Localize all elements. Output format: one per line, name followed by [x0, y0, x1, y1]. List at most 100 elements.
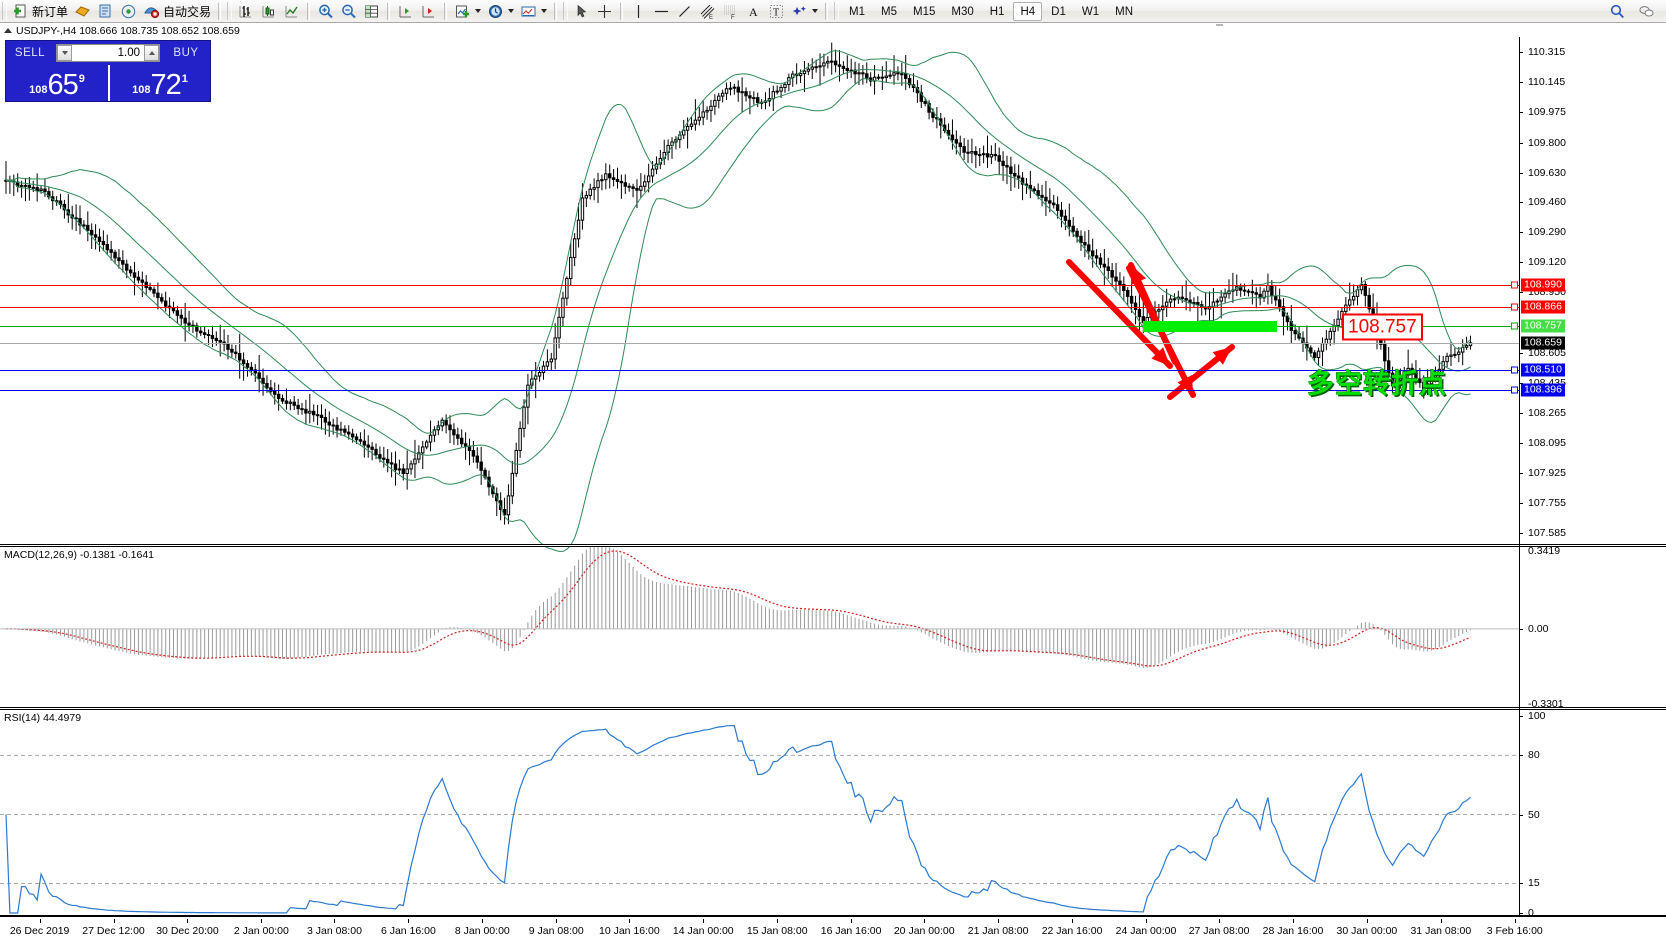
horizontal-line-button[interactable] — [650, 1, 673, 22]
price-level-handle[interactable] — [1511, 281, 1518, 289]
buy-button[interactable]: BUY — [173, 47, 199, 59]
toolbar-grip-2[interactable] — [227, 2, 233, 20]
green-highlight-bar[interactable] — [1143, 321, 1277, 332]
time-tick-label: 20 Jan 00:00 — [893, 925, 955, 937]
time-tick-label: 6 Jan 16:00 — [380, 925, 436, 937]
price-level-line[interactable] — [0, 307, 1519, 309]
objects-button[interactable] — [788, 1, 821, 22]
time-scale[interactable]: 26 Dec 2019 27 Dec 12:00 30 Dec 20:00 2 Jan… — [0, 919, 1666, 945]
timeframe-mn-button[interactable]: MN — [1115, 5, 1133, 18]
chevron-down-icon[interactable] — [475, 9, 482, 13]
volume-decrease-button[interactable] — [57, 45, 72, 61]
price-level-line[interactable] — [0, 369, 1519, 371]
floating-price-tag[interactable]: 108.757 — [1342, 313, 1423, 341]
price-level-line[interactable] — [0, 389, 1519, 391]
sell-button[interactable]: SELL — [14, 47, 46, 59]
period-button[interactable] — [484, 1, 517, 22]
time-tick — [851, 919, 853, 923]
toolbar-grip[interactable] — [2, 2, 7, 20]
chart-text-annotation[interactable]: 多空转折点 — [1307, 369, 1447, 399]
buy-price-integer: 108 — [132, 84, 151, 96]
collapse-triangle-icon[interactable] — [4, 28, 12, 33]
macd-tick-label: -0.3301 — [1528, 698, 1564, 710]
price-tick-label: 110.145 — [1528, 75, 1566, 88]
price-level-tag[interactable]: 108.396 — [1521, 383, 1565, 397]
new-order-button[interactable]: 新订单 — [9, 1, 71, 22]
price-level-handle[interactable] — [1511, 303, 1518, 311]
zoom-out-button[interactable] — [337, 1, 360, 22]
data-window-button[interactable] — [360, 1, 383, 22]
chart-shift-button[interactable] — [394, 1, 417, 22]
toolbar-grip-3[interactable] — [563, 2, 569, 20]
pane-separator-macd-rsi — [0, 707, 1666, 710]
time-tick — [1072, 919, 1074, 923]
vertical-line-button[interactable] — [627, 1, 650, 22]
volume-input[interactable]: 1.00 — [117, 47, 140, 59]
price-tick — [1519, 232, 1523, 234]
price-level-tag[interactable]: 108.659 — [1521, 336, 1565, 350]
autotrading-button[interactable]: 自动交易 — [140, 1, 214, 22]
svg-text:E: E — [709, 15, 713, 20]
price-level-line[interactable] — [0, 343, 1519, 345]
timeframe-m5-button[interactable]: M5 — [881, 5, 897, 18]
candlestick-chart-button[interactable] — [257, 1, 280, 22]
templates-button[interactable] — [517, 1, 550, 22]
time-tick-label: 26 Dec 2019 — [9, 925, 70, 937]
price-level-line[interactable] — [0, 285, 1519, 287]
buy-price-display[interactable]: 108 72 1 — [108, 65, 210, 101]
text-button[interactable]: A — [742, 1, 765, 22]
fibonacci-button[interactable]: F — [719, 1, 742, 22]
toolbar-grip-4[interactable] — [834, 2, 840, 20]
data-center-button[interactable] — [94, 1, 117, 22]
price-tick — [1519, 292, 1523, 294]
price-tick-label: 108.095 — [1528, 436, 1566, 449]
auto-scroll-button[interactable] — [417, 1, 440, 22]
timeframe-h4-button[interactable]: H4 — [1013, 1, 1043, 21]
timeframe-m1-button[interactable]: M1 — [849, 5, 866, 18]
one-click-trading-panel[interactable]: SELL 1.00 BUY 108 65 9 108 72 1 — [5, 40, 211, 102]
price-level-tag[interactable]: 108.866 — [1521, 300, 1565, 314]
volume-stepper[interactable]: 1.00 — [56, 44, 160, 62]
rsi-tick-label: 0 — [1528, 907, 1534, 919]
price-level-handle[interactable] — [1511, 386, 1518, 394]
price-level-handle[interactable] — [1511, 322, 1518, 330]
price-level-tag[interactable]: 108.990 — [1521, 278, 1565, 292]
time-tick — [39, 919, 41, 923]
zoom-in-button[interactable] — [314, 1, 337, 22]
time-tick-label: 28 Jan 16:00 — [1262, 925, 1324, 937]
price-tick — [1519, 142, 1523, 144]
expert-advisor-button[interactable] — [71, 1, 94, 22]
text-label-button[interactable]: T — [765, 1, 788, 22]
signals-button[interactable] — [117, 1, 140, 22]
volume-increase-button[interactable] — [144, 45, 159, 61]
timeframe-h1-button[interactable]: H1 — [989, 5, 1005, 18]
price-tick-label: 109.630 — [1528, 166, 1566, 179]
crosshair-button[interactable] — [593, 1, 616, 22]
cursor-button[interactable] — [570, 1, 593, 22]
trendline-button[interactable] — [673, 1, 696, 22]
chevron-down-icon-3[interactable] — [541, 9, 548, 13]
timeframe-m30-button[interactable]: M30 — [951, 5, 974, 18]
rsi-tick — [1519, 814, 1523, 816]
price-level-line[interactable] — [0, 326, 1519, 328]
equidistant-channel-button[interactable]: E — [696, 1, 719, 22]
timeframe-w1-button[interactable]: W1 — [1081, 5, 1100, 18]
price-level-tag[interactable]: 108.510 — [1521, 363, 1565, 377]
indicators-icon — [454, 3, 471, 20]
indicators-button[interactable] — [451, 1, 484, 22]
symbol-info-bar: USDJPY-,H4 108.666 108.735 108.652 108.6… — [0, 24, 1666, 37]
search-button[interactable] — [1606, 1, 1629, 22]
timeframe-m15-button[interactable]: M15 — [913, 5, 936, 18]
chevron-down-icon-2[interactable] — [508, 9, 515, 13]
bar-chart-button[interactable] — [234, 1, 257, 22]
price-tick-label: 110.315 — [1528, 45, 1566, 58]
price-tick-label: 109.800 — [1528, 136, 1566, 149]
chat-button[interactable] — [1635, 1, 1658, 22]
line-chart-button[interactable] — [280, 1, 303, 22]
rsi-tick — [1519, 716, 1523, 717]
timeframe-d1-button[interactable]: D1 — [1051, 5, 1066, 18]
price-level-tag[interactable]: 108.757 — [1521, 319, 1565, 333]
sell-price-display[interactable]: 108 65 9 — [6, 65, 108, 101]
chevron-down-icon-4[interactable] — [812, 9, 819, 13]
price-level-handle[interactable] — [1511, 366, 1518, 374]
